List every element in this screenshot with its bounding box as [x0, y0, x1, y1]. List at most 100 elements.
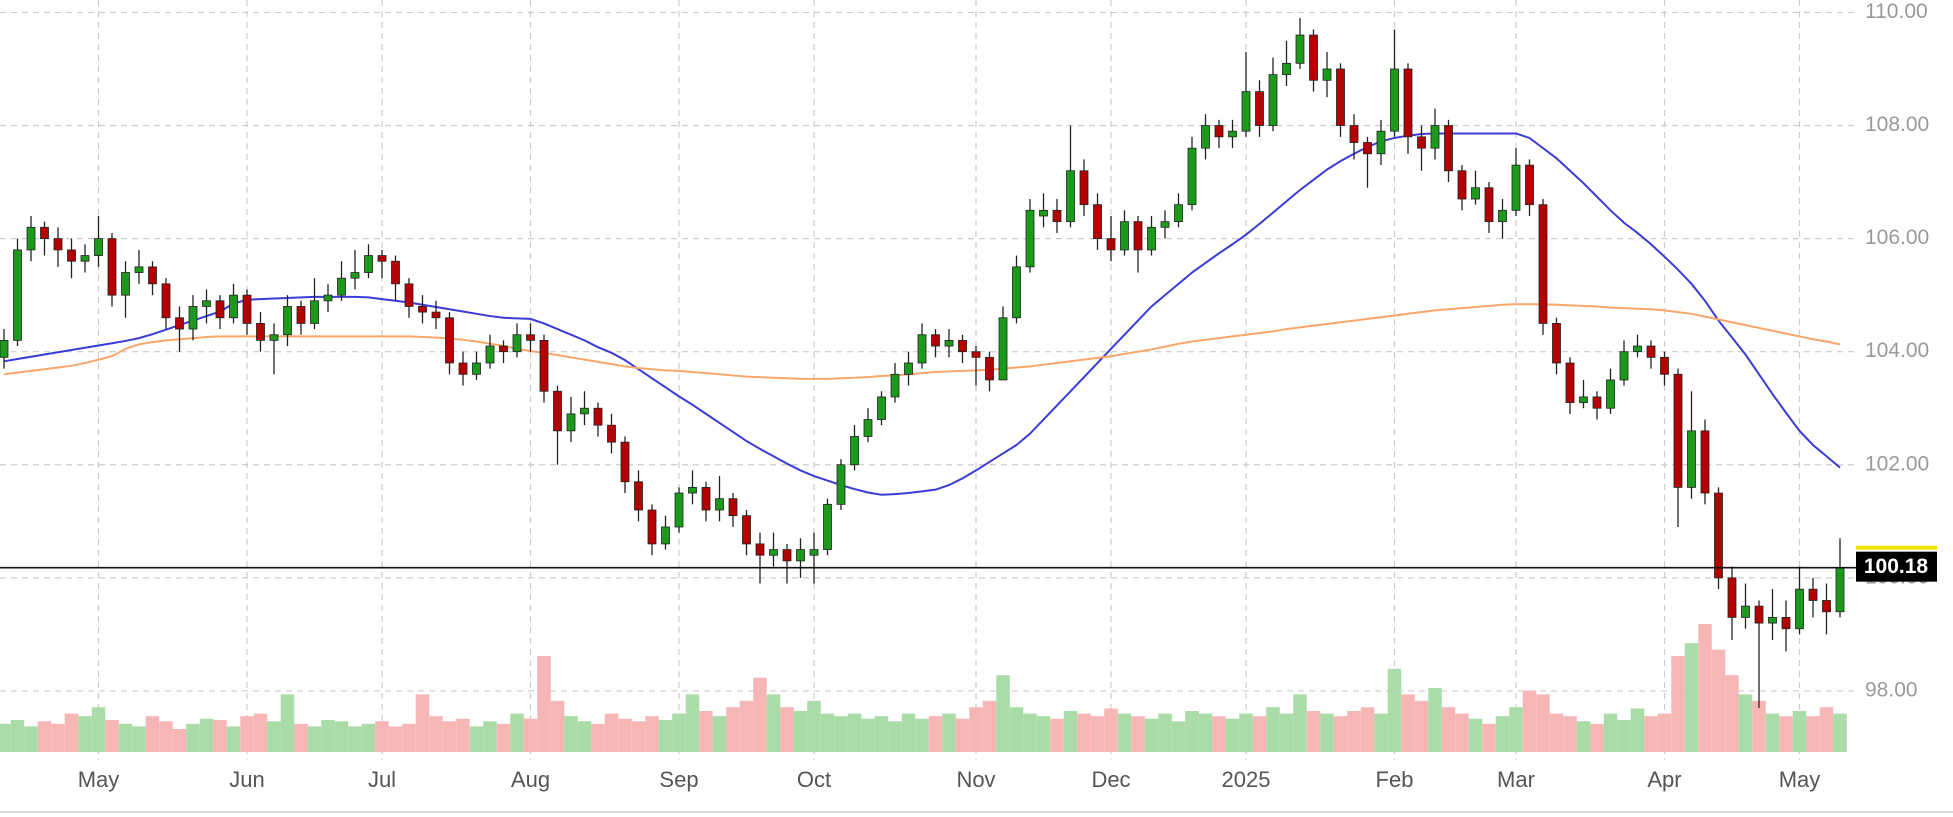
volume-bar	[1320, 713, 1334, 752]
candle-body	[1781, 617, 1791, 630]
volume-bar	[901, 713, 916, 752]
candle-body	[1511, 164, 1521, 211]
volume-bar	[955, 718, 970, 752]
volume-bar	[1738, 694, 1753, 752]
candle-body	[553, 390, 562, 432]
volume-bar	[753, 677, 767, 752]
volume-bar	[1306, 711, 1321, 752]
volume-bar	[1144, 718, 1159, 752]
volume-bar	[861, 718, 875, 752]
volume-bar	[537, 656, 551, 752]
volume-bar	[1806, 716, 1820, 752]
volume-bar	[1644, 716, 1658, 752]
candle-body	[161, 283, 171, 319]
volume-bar	[1279, 713, 1294, 752]
volume-bar	[442, 721, 457, 752]
volume-bar	[51, 723, 65, 752]
volume-bar	[699, 711, 713, 752]
candle-body	[1174, 204, 1183, 223]
volume-bar	[1671, 656, 1685, 752]
candle-body	[148, 266, 157, 285]
candle-body	[1201, 125, 1210, 149]
candle-body	[1228, 130, 1237, 138]
volume-bar	[888, 721, 902, 752]
volume-bar	[1077, 713, 1091, 752]
candle-body	[1093, 204, 1102, 240]
candle-body	[850, 436, 859, 466]
volume-bar	[1563, 716, 1577, 752]
candle-body	[337, 277, 346, 296]
volume-bar	[105, 720, 119, 752]
candle-body	[445, 317, 454, 364]
y-tick-label: 110.00	[1865, 0, 1928, 23]
y-tick-label: 104.00	[1865, 339, 1929, 362]
candle-body	[1484, 187, 1494, 223]
x-tick-label: Jun	[229, 767, 264, 792]
volume-bar	[1657, 713, 1672, 752]
candle-body	[1619, 351, 1629, 381]
volume-bar	[78, 716, 92, 752]
volume-bar	[793, 711, 808, 752]
volume-bar	[1131, 716, 1145, 752]
candle-body	[364, 255, 373, 273]
candle-body	[742, 515, 751, 545]
volume-bar	[874, 716, 889, 752]
volume-bar	[807, 700, 821, 752]
volume-bar	[1522, 690, 1537, 752]
candle-body	[229, 294, 238, 319]
candle-body	[1336, 68, 1345, 126]
volume-bar	[145, 716, 160, 752]
volume-bar	[523, 718, 538, 752]
candle-body	[134, 266, 144, 273]
volume-bar	[820, 713, 835, 752]
candle-body	[1147, 226, 1156, 251]
candle-body	[863, 419, 873, 437]
volume-bar	[766, 694, 781, 752]
last-price-box	[1856, 551, 1937, 582]
candle-body	[1187, 147, 1197, 206]
candle-body	[107, 238, 117, 296]
volume-bar	[1050, 718, 1064, 752]
volume-bar	[1198, 713, 1213, 752]
candle-body	[1808, 588, 1818, 601]
moving-average-line	[3, 132, 1841, 496]
volume-bar	[847, 713, 862, 752]
candle-body	[836, 464, 846, 505]
candle-body	[67, 249, 76, 262]
candle-body	[1268, 74, 1278, 126]
y-tick-label: 106.00	[1865, 226, 1929, 249]
volume-bar	[1833, 713, 1847, 752]
volume-bar	[226, 726, 241, 752]
volume-bar	[645, 716, 659, 752]
candle-body	[661, 526, 670, 545]
volume-bar	[307, 726, 322, 752]
volume-bar	[321, 720, 335, 752]
moving-averages	[3, 132, 1841, 496]
volume-bar	[64, 713, 79, 752]
candle-body	[26, 226, 36, 251]
candle-body	[580, 407, 589, 415]
candle-body	[418, 306, 427, 313]
candle-body	[512, 334, 522, 353]
y-tick-label: 108.00	[1865, 113, 1929, 136]
candle-body	[242, 294, 252, 324]
volume-bar	[334, 721, 349, 752]
candle-body	[998, 317, 1008, 381]
candle-body	[1349, 125, 1359, 143]
x-tick-label: May	[78, 767, 120, 792]
candle-body	[715, 498, 724, 511]
candle-body	[1579, 396, 1588, 403]
volume-bar	[172, 728, 187, 752]
y-tick-label: 102.00	[1865, 452, 1929, 475]
volume-bar	[1239, 713, 1253, 752]
candle-body	[1106, 238, 1116, 251]
volume-bar	[672, 713, 686, 752]
volume-bar	[1590, 723, 1604, 752]
volume-bar	[456, 718, 470, 752]
volume-bar	[658, 720, 673, 752]
candle-body	[701, 486, 711, 511]
candle-body	[1714, 492, 1723, 579]
candle-body	[688, 486, 697, 494]
candle-body	[1822, 600, 1831, 613]
